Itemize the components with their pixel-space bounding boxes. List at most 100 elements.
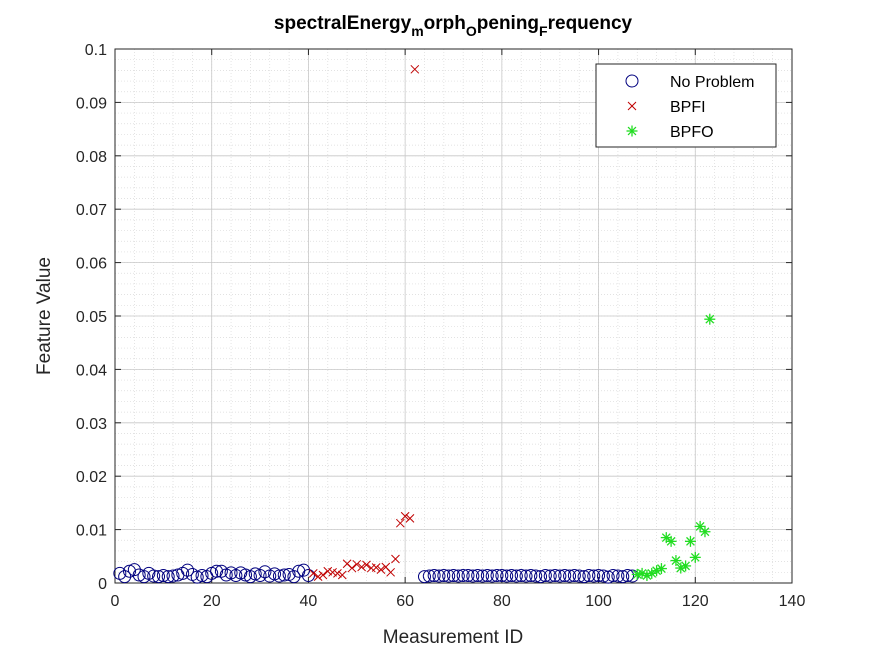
data-point bbox=[277, 568, 291, 582]
marker-stroke bbox=[657, 564, 666, 574]
data-point bbox=[596, 569, 610, 583]
legend-box bbox=[595, 63, 777, 148]
data-point bbox=[272, 569, 286, 583]
data-point bbox=[582, 569, 596, 583]
marker-stroke bbox=[405, 514, 415, 523]
data-point bbox=[495, 569, 509, 583]
legend-label: BPFI bbox=[670, 99, 706, 116]
y-axis-ticks: 0 0.01 0.02 0.03 0.04 0.05 0.06 0.07 0.08 0.09 0.1 bbox=[76, 42, 792, 593]
y-tick-label: 0.1 bbox=[85, 42, 107, 59]
title-part: pening bbox=[477, 13, 539, 34]
data-point bbox=[166, 569, 180, 583]
data-point bbox=[524, 569, 538, 583]
x-tick-label: 100 bbox=[585, 593, 612, 610]
data-point bbox=[621, 569, 635, 583]
data-point bbox=[118, 570, 132, 584]
data-point bbox=[655, 563, 667, 575]
data-point bbox=[577, 570, 591, 584]
data-point bbox=[301, 569, 315, 583]
data-point bbox=[308, 569, 318, 578]
x-tick-label: 140 bbox=[779, 593, 806, 610]
marker-stroke bbox=[400, 511, 410, 521]
marker-stroke bbox=[376, 565, 386, 575]
y-tick-label: 0.06 bbox=[76, 256, 107, 273]
x-tick-label: 0 bbox=[111, 593, 120, 610]
y-tick-label: 0.01 bbox=[76, 523, 107, 540]
data-point bbox=[333, 569, 342, 578]
data-point bbox=[195, 569, 209, 583]
title-subscript: O bbox=[466, 23, 477, 39]
y-tick-label: 0.02 bbox=[76, 469, 107, 486]
y-tick-label: 0.07 bbox=[76, 202, 107, 219]
data-point bbox=[529, 569, 543, 583]
data-point bbox=[616, 570, 630, 584]
marker-stroke bbox=[313, 572, 323, 581]
series-bpfi bbox=[308, 64, 420, 581]
data-point bbox=[500, 569, 514, 583]
data-point bbox=[391, 554, 400, 564]
data-point bbox=[601, 570, 615, 584]
data-point bbox=[371, 563, 381, 572]
data-point bbox=[509, 569, 523, 583]
data-point bbox=[357, 562, 366, 572]
data-point bbox=[253, 569, 267, 583]
data-point bbox=[318, 570, 328, 580]
title-subscript: F bbox=[539, 23, 548, 39]
marker-stroke bbox=[328, 567, 337, 577]
legend: No Problem BPFI BPFO bbox=[595, 63, 777, 148]
data-point bbox=[651, 565, 663, 577]
data-point bbox=[548, 569, 562, 583]
data-point bbox=[258, 565, 272, 579]
x-tick-label: 120 bbox=[682, 593, 709, 610]
data-point bbox=[514, 569, 528, 583]
marker-stroke bbox=[352, 559, 362, 569]
data-point bbox=[147, 569, 161, 583]
data-point bbox=[181, 563, 195, 577]
data-point bbox=[451, 569, 465, 583]
data-point bbox=[156, 569, 170, 583]
data-point bbox=[563, 569, 577, 583]
data-point bbox=[132, 568, 146, 582]
data-point bbox=[543, 569, 557, 583]
data-point bbox=[337, 570, 347, 580]
data-point bbox=[190, 570, 204, 584]
data-point bbox=[611, 569, 625, 583]
y-tick-label: 0.09 bbox=[76, 95, 107, 112]
y-tick-label: 0.03 bbox=[76, 416, 107, 433]
marker-stroke bbox=[686, 536, 695, 546]
marker-stroke bbox=[333, 569, 342, 578]
marker-stroke bbox=[318, 570, 328, 580]
marker-stroke bbox=[695, 521, 705, 531]
data-point bbox=[386, 567, 395, 577]
marker-stroke bbox=[337, 570, 347, 580]
data-point bbox=[347, 563, 357, 573]
data-point bbox=[471, 569, 485, 583]
x-axis-ticks: 0 20 40 60 80 100 120 140 bbox=[111, 49, 806, 610]
chart-title-text: spectralEnergymorphOpeningFrequency bbox=[274, 13, 633, 39]
data-point bbox=[287, 570, 301, 584]
data-point bbox=[352, 559, 362, 569]
marker-stroke bbox=[705, 314, 715, 324]
data-point bbox=[572, 569, 586, 583]
data-point bbox=[427, 569, 441, 583]
data-point bbox=[704, 313, 716, 325]
y-tick-label: 0.04 bbox=[76, 362, 107, 379]
data-point bbox=[214, 564, 228, 578]
marker-stroke bbox=[661, 533, 671, 543]
marker-stroke bbox=[666, 536, 676, 546]
chart-title: spectralEnergymorphOpeningFrequency bbox=[274, 13, 633, 39]
data-point bbox=[417, 570, 431, 584]
marker-stroke bbox=[347, 563, 357, 573]
x-tick-label: 20 bbox=[203, 593, 221, 610]
data-point bbox=[689, 551, 701, 563]
title-part: requency bbox=[548, 13, 633, 34]
data-point bbox=[699, 526, 711, 538]
legend-marker bbox=[627, 101, 637, 111]
data-point bbox=[538, 569, 552, 583]
data-point bbox=[422, 569, 436, 583]
x-tick-label: 80 bbox=[493, 593, 511, 610]
marker-stroke bbox=[386, 567, 395, 577]
data-point bbox=[447, 569, 460, 583]
data-point bbox=[442, 569, 456, 583]
